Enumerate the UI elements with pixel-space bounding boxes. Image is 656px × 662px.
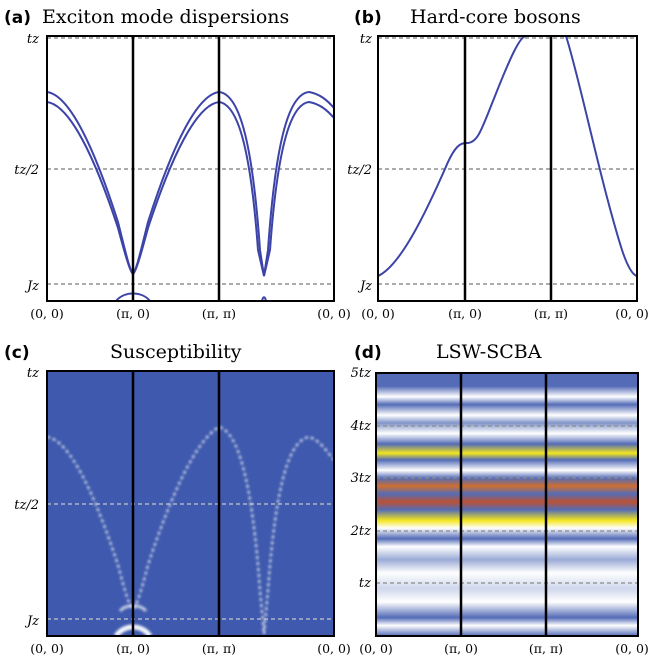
panel-d-title: LSW-SCBA xyxy=(436,341,542,363)
panel-a-xtick-0: (0, 0) xyxy=(30,306,64,321)
panel-b-xtick-0: (0, 0) xyxy=(361,306,395,321)
panel-a-title: Exciton mode dispersions xyxy=(42,6,289,28)
panel-d-heatmap xyxy=(376,373,638,636)
panel-c-xtick-2: (π, π) xyxy=(202,641,236,656)
panel-a-frame xyxy=(46,35,335,302)
panel-d-frame xyxy=(375,372,639,637)
panel-c: (c) Susceptibility tz tz/2 Jz (0, 0) (π,… xyxy=(4,341,351,656)
panel-c-xtick-1: (π, 0) xyxy=(116,641,150,656)
panel-b: (b) Hard-core bosons tz tz/2 Jz (0, 0) (… xyxy=(347,6,649,321)
panel-a-series-bottom-arc-2 xyxy=(261,296,267,302)
panel-c-ytick-tz-half: tz/2 xyxy=(14,498,39,513)
panel-b-label: (b) xyxy=(354,8,382,28)
panel-c-title: Susceptibility xyxy=(110,341,242,363)
panel-c-xtick-0: (0, 0) xyxy=(30,641,64,656)
panel-a-series-upper xyxy=(46,90,335,277)
panel-c-xtick-3: (0, 0) xyxy=(317,641,351,656)
panel-a-ytick-tz-half: tz/2 xyxy=(14,163,39,178)
panel-b-title: Hard-core bosons xyxy=(410,6,581,28)
panel-b-xtick-1: (π, 0) xyxy=(448,306,482,321)
panel-c-ytick-tz: tz xyxy=(27,366,39,381)
panel-d-xtick-0: (0, 0) xyxy=(359,641,393,656)
panel-d-ytick-4tz: 4tz xyxy=(350,419,371,434)
panel-a-xtick-1: (π, 0) xyxy=(116,306,150,321)
panel-a: (a) Exciton mode dispersions tz tz/2 Jz … xyxy=(4,6,351,321)
panel-d-xtick-2: (π, π) xyxy=(529,641,563,656)
panel-a-xtick-3: (0, 0) xyxy=(317,306,351,321)
panel-c-frame xyxy=(46,370,335,637)
panel-d-ytick-3tz: 3tz xyxy=(351,471,371,486)
panel-d-ytick-5tz: 5tz xyxy=(351,366,371,381)
panel-a-ytick-tz: tz xyxy=(27,32,39,47)
panel-b-xtick-3: (0, 0) xyxy=(615,306,649,321)
panel-b-ytick-tz: tz xyxy=(360,32,372,47)
panel-b-ytick-jz: Jz xyxy=(357,279,372,294)
panel-a-label: (a) xyxy=(4,8,31,28)
panel-d-ytick-2tz: 2tz xyxy=(350,524,371,539)
panel-b-frame xyxy=(377,35,638,302)
panel-d-xtick-1: (π, 0) xyxy=(444,641,478,656)
panel-d: (d) LSW-SCBA 5tz 4tz 3tz 2tz tz (0, 0) (… xyxy=(350,341,649,656)
panel-d-heatmap-haze xyxy=(376,373,638,636)
panel-a-xtick-2: (π, π) xyxy=(202,306,236,321)
panel-b-series-boson xyxy=(377,35,638,277)
panel-b-xtick-2: (π, π) xyxy=(534,306,568,321)
panel-a-series-lower xyxy=(46,100,335,277)
panel-d-ytick-tz: tz xyxy=(359,576,371,591)
panel-a-ytick-jz: Jz xyxy=(24,279,39,294)
panel-b-ytick-tz-half: tz/2 xyxy=(347,163,372,178)
panel-c-label: (c) xyxy=(4,343,30,363)
panel-c-ytick-jz: Jz xyxy=(24,614,39,629)
panel-d-label: (d) xyxy=(354,343,382,363)
panel-d-xtick-3: (0, 0) xyxy=(615,641,649,656)
panel-c-dispersion-ridge xyxy=(46,425,335,635)
